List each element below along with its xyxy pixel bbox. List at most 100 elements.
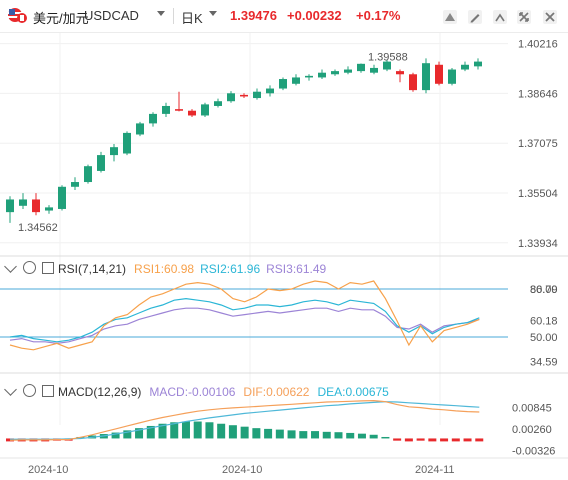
period-chevron-down-icon[interactable] (209, 11, 217, 16)
gear-icon[interactable] (23, 261, 36, 274)
candlestick-chart[interactable]: 1.40216 1.38646 1.37075 1.35504 1.33934 1.39… (0, 33, 568, 480)
candle-body (58, 186, 66, 209)
chart-toolbar: 美元/加元 USDCAD 日K 1.39476 +0.00232 +0.17% (0, 0, 568, 33)
macd-bar (416, 438, 425, 441)
symbol-code[interactable]: USDCAD (84, 8, 139, 23)
candle-body (175, 109, 183, 111)
candle-body (123, 132, 131, 154)
candles (6, 58, 482, 223)
macd-bar (146, 425, 155, 439)
candle-body (162, 105, 170, 114)
candle-body (97, 155, 105, 171)
candle-body (383, 61, 391, 70)
candle-body (422, 63, 430, 91)
candle-body (461, 64, 469, 70)
candle-body (357, 63, 365, 72)
candle-body (253, 91, 261, 99)
price-tick-label: 1.38646 (518, 88, 558, 100)
price-tick-label: 1.40216 (518, 39, 558, 51)
price-change: +0.00232 (287, 8, 342, 23)
macd-bar (228, 425, 237, 439)
rsi1-value: RSI1:60.98 (134, 262, 195, 276)
candle-body (292, 77, 300, 84)
chevron-down-icon[interactable] (157, 11, 165, 16)
macd-bar (393, 438, 402, 441)
macd-bar (217, 423, 226, 439)
macd-bar (181, 421, 190, 439)
macd-bar (123, 430, 132, 439)
candle-body (214, 101, 222, 106)
pencil-icon[interactable] (465, 7, 485, 27)
candle-body (409, 74, 417, 91)
macd-bar (322, 431, 331, 439)
close-icon[interactable] (540, 7, 560, 27)
window-icon[interactable] (42, 385, 54, 397)
candle-body (474, 61, 482, 67)
candle-body (149, 113, 157, 124)
price-change-percent: +0.17% (356, 8, 401, 23)
macd-bar (240, 426, 249, 439)
macd-bar (334, 432, 343, 439)
last-price: 1.39476 (230, 8, 277, 23)
period-selector[interactable]: 日K (181, 11, 203, 26)
candle-body (201, 104, 209, 116)
macd-bar (170, 422, 179, 439)
candle-body (136, 123, 144, 135)
macd-bar (264, 428, 273, 439)
macd-bar (440, 438, 449, 442)
macd-bar (111, 432, 120, 439)
macd-bar (369, 434, 378, 439)
macd-bar (475, 438, 484, 442)
price-tick-label: 1.35504 (518, 188, 558, 200)
symbol-name[interactable]: 美元/加元 (33, 11, 89, 26)
macd-line (9, 399, 480, 441)
macd-bar (252, 428, 261, 439)
chevron-down-icon[interactable] (4, 383, 17, 396)
macd-bar (428, 438, 437, 442)
rsi3-value: RSI3:61.49 (266, 262, 327, 276)
candle-body (188, 110, 196, 116)
flag-us-icon (8, 8, 27, 23)
candle-body (448, 69, 456, 84)
macd-bar (158, 423, 167, 439)
macd-title: MACD(12,26,9) (58, 385, 142, 399)
gear-icon[interactable] (23, 384, 36, 397)
divider (173, 8, 174, 24)
price-tick-label: 1.37075 (518, 138, 558, 150)
macd-bar (381, 436, 390, 439)
candle-body (19, 199, 27, 206)
macd-bar (404, 438, 413, 442)
window-icon[interactable] (42, 262, 54, 274)
candle-body (266, 88, 274, 94)
rsi-line (9, 307, 480, 345)
rsi2-value: RSI2:61.96 (200, 262, 261, 276)
indicator-settings-icon[interactable] (490, 7, 510, 27)
macd-bar (299, 431, 308, 439)
candle-body (6, 199, 14, 213)
candle-body (45, 207, 53, 211)
fullscreen-icon[interactable] (514, 7, 534, 27)
macd-bar (135, 428, 144, 439)
rsi-line (9, 280, 480, 351)
price-tick-label: 1.33934 (518, 238, 558, 250)
candle-body (240, 94, 248, 97)
candle-body (344, 69, 352, 73)
rsi-tick-label: 34.59 (530, 357, 558, 369)
candle-body (305, 75, 313, 78)
candle-body (370, 67, 378, 73)
candle-body (32, 199, 40, 213)
rsi-title: RSI(7,14,21) (58, 262, 127, 276)
macd-panel: 0.00845 0.00260 -0.00326 (6, 399, 555, 457)
rsi-line (9, 297, 480, 343)
macd-value: MACD:-0.00106 (149, 385, 236, 399)
low-price-label: 1.34562 (18, 222, 58, 234)
macd-bar (451, 438, 460, 442)
macd-tick-label: -0.00326 (512, 445, 555, 457)
macd-bar (193, 421, 202, 439)
chevron-down-icon[interactable] (4, 260, 17, 273)
macd-tick-label: 0.00845 (512, 402, 552, 414)
x-axis-label: 2024-11 (415, 464, 455, 476)
drawing-tools-icon[interactable] (440, 7, 460, 27)
candle-body (110, 147, 118, 156)
